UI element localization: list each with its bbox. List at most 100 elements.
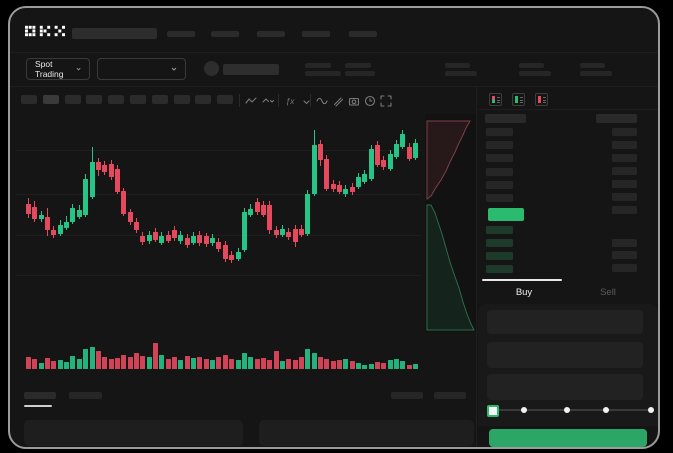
bottom-action-placeholder[interactable] <box>391 392 423 399</box>
volume-bar <box>407 365 412 369</box>
okx-logo-icon[interactable] <box>25 25 65 37</box>
ask-row-placeholder[interactable] <box>486 168 513 176</box>
timeframe-placeholder[interactable] <box>65 95 81 104</box>
volume-bar <box>255 359 260 369</box>
ask-row-placeholder[interactable] <box>486 181 513 189</box>
bottom-panel-left[interactable] <box>24 420 243 446</box>
orderbook-value-placeholder[interactable] <box>612 239 637 247</box>
volume-bar <box>248 357 253 369</box>
ask-row-placeholder[interactable] <box>486 154 513 162</box>
orderbook-value-placeholder[interactable] <box>612 141 637 149</box>
orderbook-value-placeholder[interactable] <box>612 193 637 201</box>
buy-submit-button[interactable] <box>489 429 647 447</box>
ask-row-placeholder[interactable] <box>486 141 513 149</box>
draw-pencil-icon[interactable] <box>331 94 345 108</box>
volume-bar <box>159 355 164 369</box>
pair-dropdown[interactable] <box>97 58 186 80</box>
slider-step-dot[interactable] <box>648 407 654 413</box>
market-type-dropdown[interactable]: Spot Trading <box>26 58 90 80</box>
amount-slider-handle[interactable] <box>487 405 499 417</box>
bottom-tab-placeholder[interactable] <box>69 392 102 399</box>
history-clock-icon[interactable] <box>363 94 377 108</box>
ask-row-placeholder[interactable] <box>486 128 513 136</box>
volume-bar <box>324 359 329 369</box>
bid-row-placeholder[interactable] <box>486 239 513 247</box>
volume-bar <box>134 353 139 369</box>
last-price-indicator[interactable] <box>488 208 524 221</box>
stat-value-placeholder <box>519 71 551 76</box>
stat-value-placeholder <box>445 71 477 76</box>
bottom-action-placeholder[interactable] <box>434 392 466 399</box>
header-divider <box>10 52 658 53</box>
tab-sell[interactable]: Sell <box>600 287 616 298</box>
slider-step-dot[interactable] <box>564 407 570 413</box>
bid-row-placeholder[interactable] <box>486 265 513 273</box>
orderbook-layout-asks-icon[interactable] <box>535 93 548 106</box>
line-chart-icon[interactable] <box>244 94 258 108</box>
bid-row-placeholder[interactable] <box>486 226 513 234</box>
orderbook-value-placeholder[interactable] <box>612 180 637 188</box>
candle-body <box>26 204 31 214</box>
orderbook-value-placeholder[interactable] <box>612 128 637 136</box>
volume-bar <box>109 359 114 369</box>
orderbook-layout-bids-icon[interactable] <box>512 93 525 106</box>
timeframe-placeholder[interactable] <box>21 95 37 104</box>
timeframe-placeholder[interactable] <box>217 95 233 104</box>
timeframe-placeholder[interactable] <box>130 95 146 104</box>
candle-body <box>39 215 44 219</box>
slider-step-dot[interactable] <box>603 407 609 413</box>
volume-bar <box>293 360 298 369</box>
amount-slider-track[interactable] <box>491 409 654 411</box>
indicators-fx-icon[interactable]: ƒx <box>285 96 295 106</box>
fullscreen-icon[interactable] <box>379 94 393 108</box>
depth-chart-panel[interactable] <box>425 114 477 332</box>
depth-chart <box>426 120 475 331</box>
bid-row-placeholder[interactable] <box>486 252 513 260</box>
bottom-tab-active-placeholder[interactable] <box>24 392 56 399</box>
timeframe-placeholder[interactable] <box>108 95 124 104</box>
candle-body <box>128 212 133 222</box>
orderbook-layout-both-icon[interactable] <box>489 93 502 106</box>
ask-row-placeholder[interactable] <box>486 194 513 202</box>
timeframe-placeholder[interactable] <box>152 95 168 104</box>
timeframe-placeholder[interactable] <box>43 95 59 104</box>
amount-input-placeholder[interactable] <box>487 342 643 368</box>
price-input-placeholder[interactable] <box>487 310 643 334</box>
timeframe-placeholder[interactable] <box>174 95 190 104</box>
chart-style-dropdown-icon[interactable] <box>261 94 275 108</box>
stat-label-placeholder <box>580 63 605 68</box>
nav-item-placeholder[interactable] <box>167 31 195 37</box>
wave-tool-icon[interactable] <box>315 94 329 108</box>
total-input-placeholder[interactable] <box>487 374 643 400</box>
volume-bar <box>77 359 82 369</box>
tab-buy[interactable]: Buy <box>515 287 533 298</box>
volume-bar <box>356 363 361 369</box>
camera-icon[interactable] <box>347 94 361 108</box>
orderbook-value-placeholder[interactable] <box>612 154 637 162</box>
volume-bar <box>83 349 88 369</box>
bottom-panel-right[interactable] <box>259 420 474 446</box>
volume-bar <box>32 359 37 369</box>
orderbook-value-placeholder[interactable] <box>612 251 637 259</box>
nav-item-placeholder[interactable] <box>257 31 285 37</box>
nav-item-placeholder[interactable] <box>302 31 330 37</box>
timeframe-placeholder[interactable] <box>195 95 211 104</box>
search-placeholder[interactable] <box>72 28 157 39</box>
slider-step-dot[interactable] <box>521 407 527 413</box>
candle-body <box>185 238 190 245</box>
nav-item-placeholder[interactable] <box>349 31 377 37</box>
candle-body <box>299 229 304 235</box>
chevron-down-icon[interactable] <box>299 95 313 109</box>
stat-label-placeholder <box>445 63 470 68</box>
nav-item-placeholder[interactable] <box>211 31 239 37</box>
timeframe-placeholder[interactable] <box>86 95 102 104</box>
orderbook-value-placeholder[interactable] <box>612 167 637 175</box>
chevron-down-icon <box>171 67 177 71</box>
candle-body <box>356 177 361 187</box>
orderbook-value-placeholder[interactable] <box>612 264 637 272</box>
orderbook-value-placeholder[interactable] <box>612 206 637 214</box>
chart-gridline <box>16 235 421 236</box>
candle-body <box>280 229 285 235</box>
candlestick-chart[interactable] <box>10 112 476 388</box>
volume-bar <box>242 353 247 369</box>
